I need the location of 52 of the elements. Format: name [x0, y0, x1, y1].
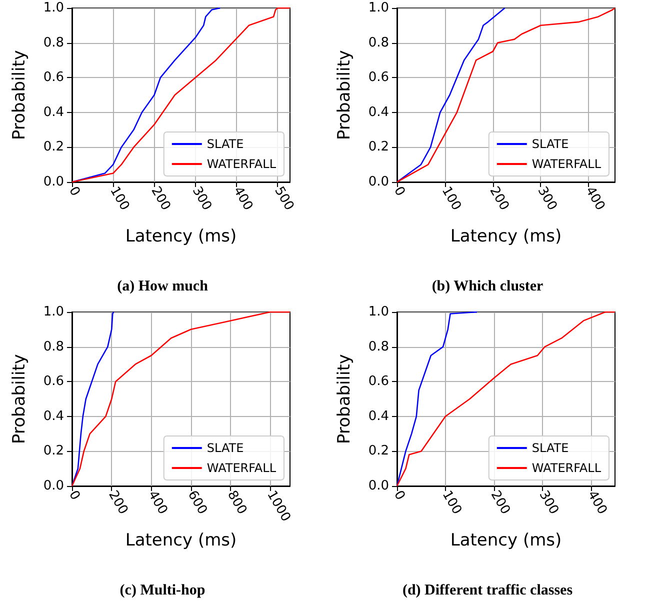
y-tick-label: 0.8: [368, 35, 389, 50]
x-axis-title: Latency (ms): [125, 226, 237, 246]
y-axis-title: Probability: [10, 50, 30, 140]
x-tick-label: 0: [66, 184, 83, 199]
y-tick-label: 0.6: [368, 374, 389, 390]
y-tick-label: 0.4: [43, 104, 64, 120]
x-tick-label: 0: [66, 488, 83, 503]
y-axis-title: Probability: [10, 354, 30, 444]
y-tick-label: 0.6: [43, 70, 64, 86]
legend-label: SLATE: [206, 137, 244, 151]
legend-label: SLATE: [206, 441, 244, 455]
x-axis-title: Latency (ms): [450, 530, 562, 550]
legend-label: SLATE: [532, 441, 569, 455]
legend-label: SLATE: [532, 137, 569, 151]
y-axis-title: Probability: [334, 50, 354, 140]
y-tick-label: 0.6: [368, 70, 389, 86]
x-tick-label: 0: [390, 488, 408, 503]
y-tick-label: 1.0: [43, 0, 64, 16]
y-tick-label: 0.4: [368, 104, 389, 120]
text: (c) Multi-hop: [120, 582, 206, 598]
x-tick-label: 400: [582, 184, 608, 214]
y-tick-label: 1.0: [368, 304, 389, 320]
y-tick-label: 1.0: [43, 304, 64, 320]
y-tick-label: 0.2: [368, 140, 389, 155]
text: (a) How much: [117, 278, 209, 294]
legend-label: WATERFALL: [532, 461, 602, 475]
y-tick-label: 0.0: [43, 174, 64, 190]
x-tick-label: 0: [390, 184, 408, 199]
y-tick-label: 0.8: [43, 339, 64, 354]
y-tick-label: 0.2: [368, 444, 389, 459]
y-tick-label: 1.0: [368, 0, 389, 16]
text: (b) Which cluster: [432, 278, 544, 294]
y-tick-label: 0.4: [368, 408, 389, 424]
x-tick-label: 400: [584, 488, 610, 518]
x-tick-label: 400: [230, 184, 256, 214]
y-tick-label: 0.4: [43, 408, 64, 424]
y-tick-label: 0.8: [43, 35, 64, 50]
y-tick-label: 0.0: [368, 174, 389, 190]
y-tick-label: 0.2: [43, 444, 64, 459]
y-tick-label: 0.2: [43, 140, 64, 155]
x-axis-title: Latency (ms): [450, 226, 562, 246]
y-tick-label: 0.0: [368, 478, 389, 494]
y-tick-label: 0.0: [43, 478, 64, 494]
x-axis-title: Latency (ms): [125, 530, 237, 550]
x-tick-label: 400: [144, 488, 170, 518]
legend-label: WATERFALL: [206, 157, 276, 171]
text: (d) Different traffic classes: [402, 582, 573, 598]
legend-label: WATERFALL: [206, 461, 276, 475]
y-axis-title: Probability: [334, 354, 354, 444]
legend-label: WATERFALL: [532, 157, 602, 171]
y-tick-label: 0.6: [43, 374, 64, 390]
y-tick-label: 0.8: [368, 339, 389, 354]
